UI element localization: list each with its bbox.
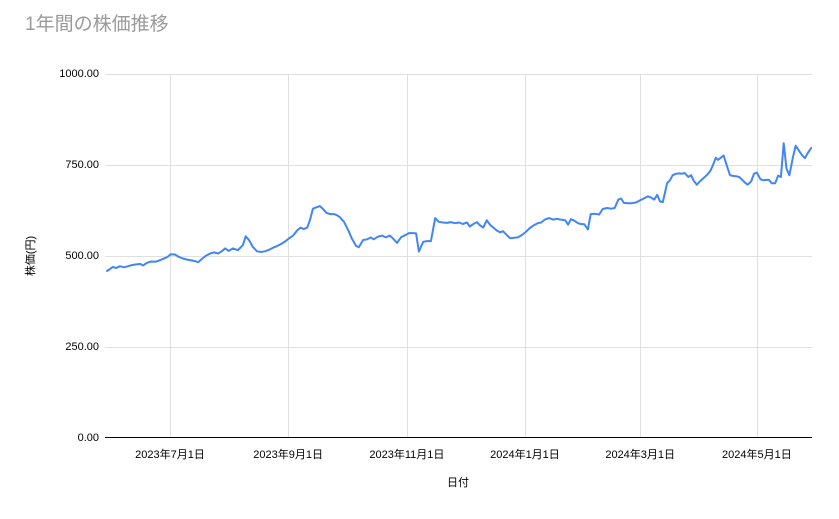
chart-title: 1年間の株価推移 [25,14,169,35]
y-tick-label: 750.00 [65,159,99,171]
x-tick-label: 2024年1月1日 [490,449,560,461]
price-line-series [106,142,812,272]
y-tick-label: 1000.00 [59,68,99,80]
x-tick-label: 2023年11月1日 [369,449,445,461]
y-tick-label: 0.00 [77,432,99,444]
x-tick-label: 2023年9月1日 [253,449,323,461]
y-tick-label: 500.00 [65,250,99,262]
x-axis-title: 日付 [447,477,469,489]
x-tick-label: 2024年5月1日 [721,449,792,461]
line-plot-svg [105,74,812,438]
x-tick-label: 2024年3月1日 [605,449,676,461]
y-tick-label: 250.00 [65,341,99,353]
plot-area [105,74,812,438]
x-tick-label: 2023年7月1日 [135,449,205,461]
